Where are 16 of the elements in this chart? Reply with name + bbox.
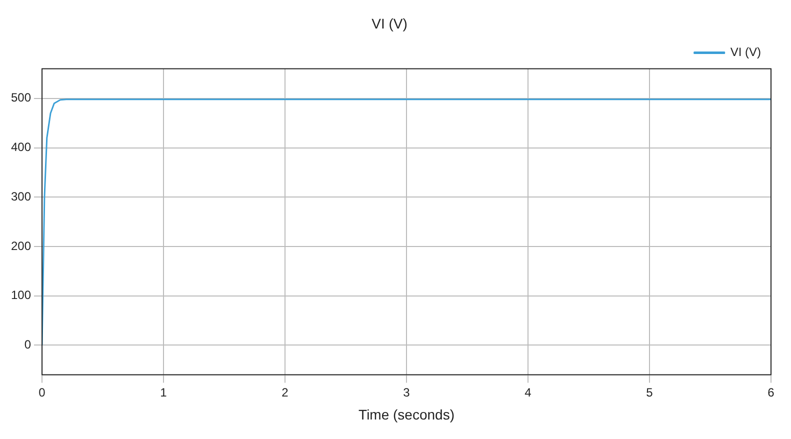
x-axis-title: Time (seconds) xyxy=(358,406,454,422)
x-tick-label: 2 xyxy=(282,385,289,400)
y-tick-label: 200 xyxy=(10,238,32,253)
x-tick-label: 5 xyxy=(646,385,654,400)
x-tick-label: 4 xyxy=(524,385,532,400)
x-tick-label: 0 xyxy=(38,385,46,400)
y-tick-label: 0 xyxy=(24,338,32,352)
y-tick-label: 100 xyxy=(10,288,32,302)
x-tick-label: 1 xyxy=(160,385,168,400)
x-tick-label: 3 xyxy=(403,385,410,400)
chart-title: VI (V) xyxy=(372,15,408,32)
y-tick-label: 300 xyxy=(10,189,32,204)
y-tick-label: 400 xyxy=(10,140,32,154)
legend-label: VI (V) xyxy=(730,45,762,60)
y-tick-label: 500 xyxy=(10,90,32,105)
x-tick-label: 6 xyxy=(768,385,775,400)
